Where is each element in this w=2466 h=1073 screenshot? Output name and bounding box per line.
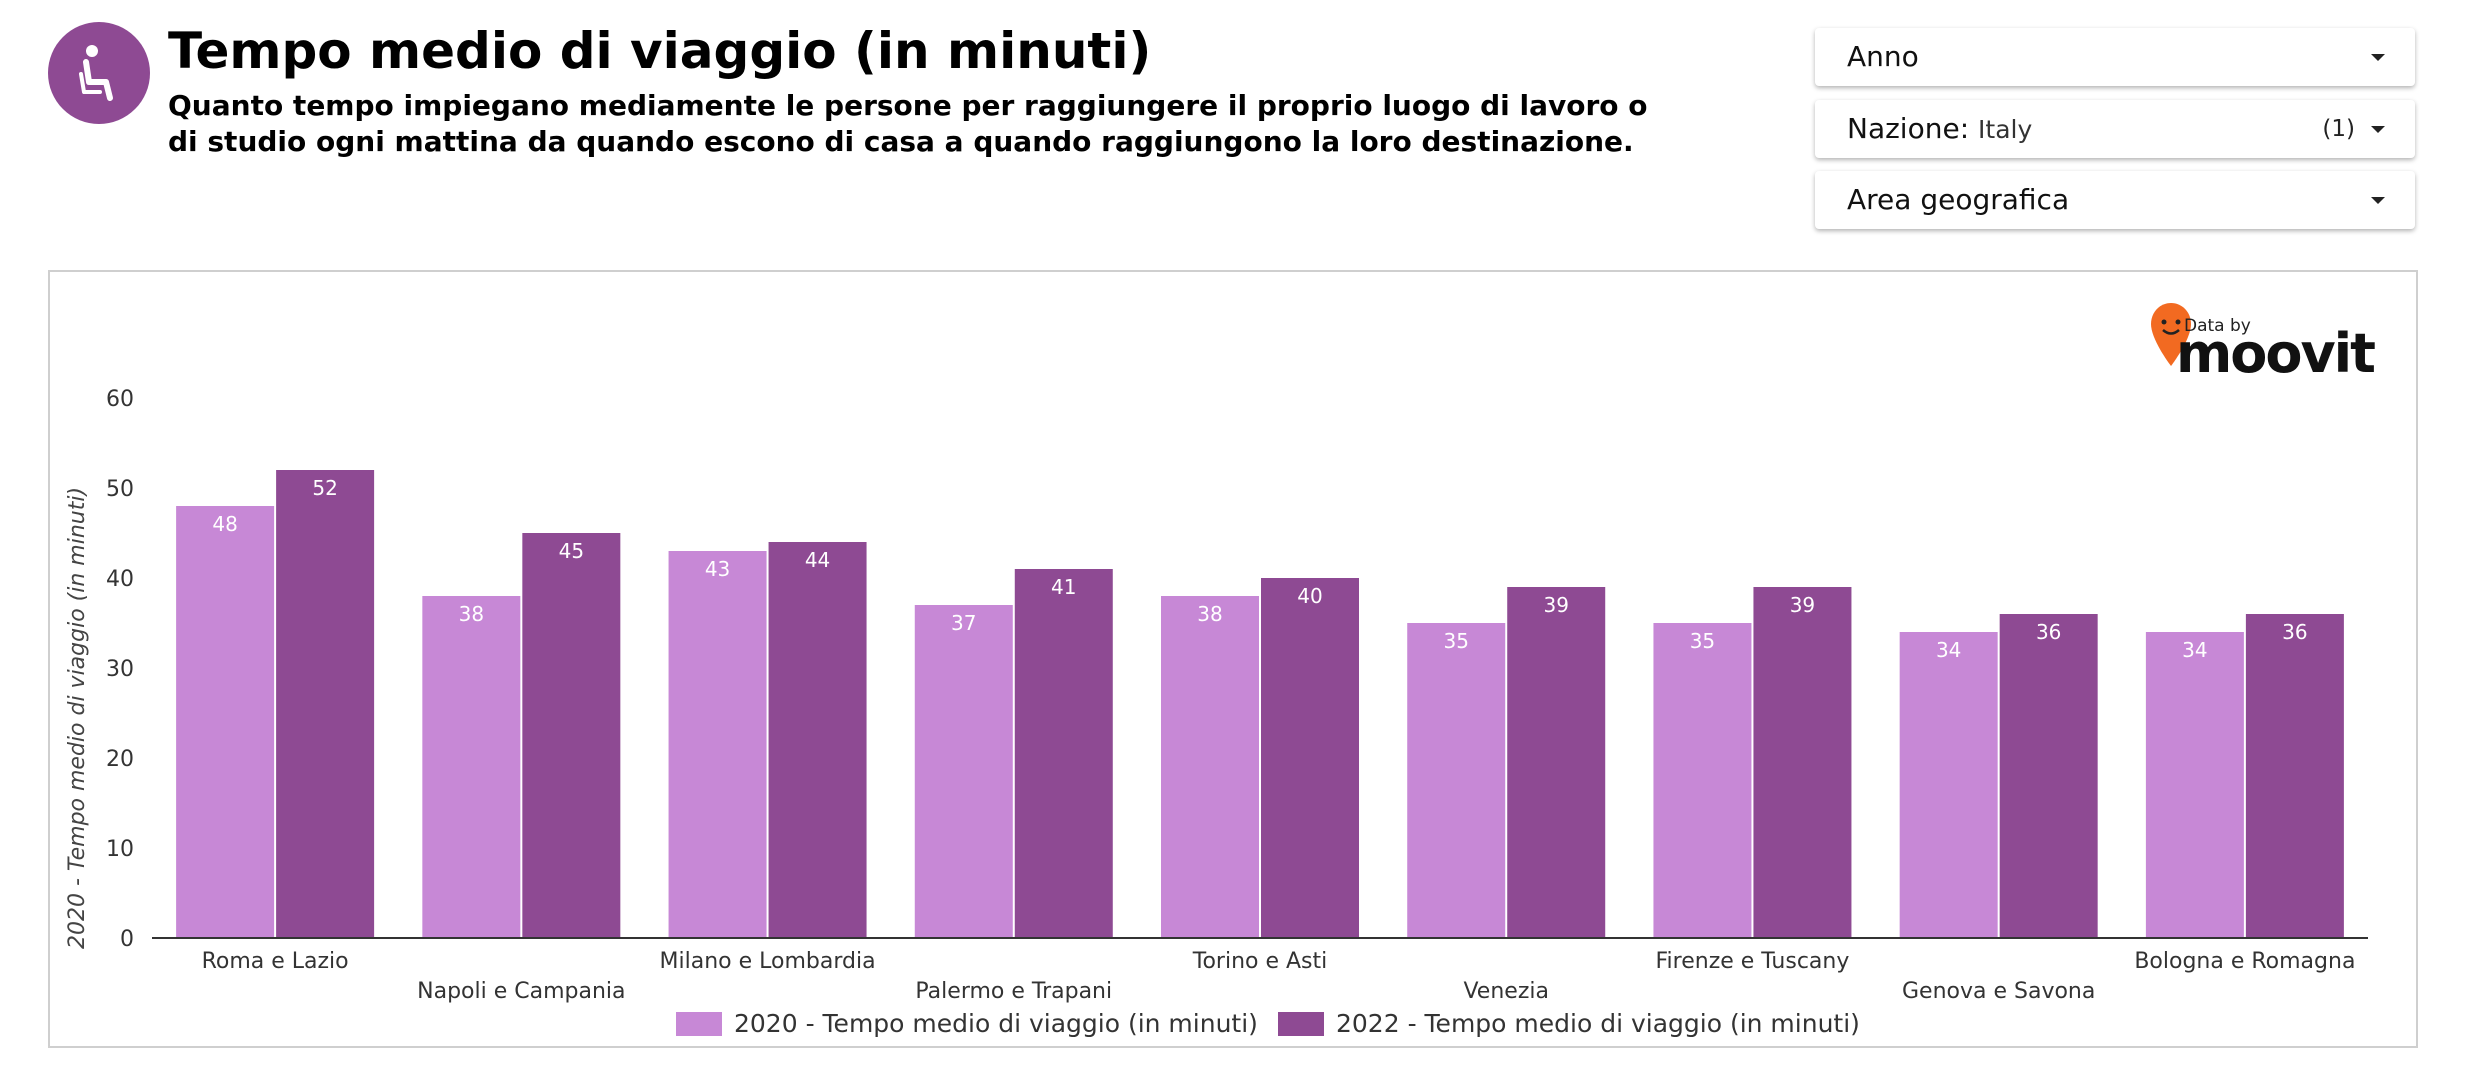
legend-swatch xyxy=(676,1012,722,1036)
bar[interactable] xyxy=(1653,623,1752,938)
y-axis-label: 2020 - Tempo medio di viaggio (in minuti… xyxy=(65,487,90,949)
x-axis: Roma e Lazio Napoli e Campania Milano e Lo… xyxy=(202,949,2356,1004)
filter-nazione-label: Nazione: Italy xyxy=(1847,112,2033,145)
legend-entry[interactable]: 2020 - Tempo medio di viaggio (in minuti… xyxy=(734,1009,1258,1038)
legend: 2020 - Tempo medio di viaggio (in minuti… xyxy=(676,1009,1860,1038)
data-label: 41 xyxy=(1051,575,1076,599)
bar[interactable] xyxy=(1261,578,1359,938)
bar[interactable] xyxy=(768,542,867,938)
x-tick-label: Bologna e Romagna xyxy=(2134,949,2355,974)
x-tick-label: Firenze e Tuscany xyxy=(1656,949,1850,974)
bar[interactable] xyxy=(914,605,1013,938)
data-label: 37 xyxy=(951,611,976,635)
y-tick-label: 20 xyxy=(106,747,134,772)
x-tick-label: Napoli e Campania xyxy=(417,979,625,1004)
bar[interactable] xyxy=(176,506,275,938)
bar[interactable] xyxy=(1507,587,1606,938)
y-tick-label: 60 xyxy=(106,387,134,412)
x-tick-label: Palermo e Trapani xyxy=(915,979,1112,1004)
data-label: 35 xyxy=(1690,629,1715,653)
y-tick-label: 0 xyxy=(120,927,134,952)
chevron-down-icon xyxy=(2371,54,2385,61)
data-label: 34 xyxy=(2182,638,2207,662)
data-label: 35 xyxy=(1443,629,1468,653)
chevron-down-icon xyxy=(2371,126,2385,133)
x-tick-label: Venezia xyxy=(1463,979,1549,1004)
bar[interactable] xyxy=(2245,614,2344,938)
y-tick-label: 10 xyxy=(106,837,134,862)
filter-area-label: Area geografica xyxy=(1847,183,2070,216)
page-subtitle: Quanto tempo impiegano mediamente le per… xyxy=(168,89,1648,158)
filter-nazione-name: Nazione xyxy=(1847,112,1960,145)
seated-passenger-icon xyxy=(48,22,150,124)
chart-frame xyxy=(48,270,2418,1048)
data-label: 39 xyxy=(1790,593,1815,617)
data-label: 39 xyxy=(1543,593,1568,617)
x-tick-label: Torino e Asti xyxy=(1192,949,1328,974)
bar[interactable] xyxy=(1899,632,1998,938)
bar[interactable] xyxy=(1753,587,1852,938)
bar[interactable] xyxy=(276,470,375,938)
bars: 48 52 38 45 43 44 37 41 38 40 35 39 35 39 34 36 34 36 xyxy=(176,470,2344,938)
bar[interactable] xyxy=(1014,569,1113,938)
page-title: Tempo medio di viaggio (in minuti) xyxy=(168,22,1152,80)
y-tick-label: 40 xyxy=(106,567,134,592)
filter-anno-label: Anno xyxy=(1847,40,1919,73)
moovit-logo: Data by moovit xyxy=(2151,303,2377,385)
y-axis: 0 10 20 30 40 50 60 xyxy=(106,387,134,952)
data-label: 43 xyxy=(705,557,730,581)
data-label: 38 xyxy=(459,602,484,626)
data-label: 40 xyxy=(1297,584,1322,608)
bar[interactable] xyxy=(1407,623,1506,938)
data-label: 45 xyxy=(559,539,584,563)
filter-nazione-count: (1) xyxy=(2322,116,2355,142)
data-label: 34 xyxy=(1936,638,1961,662)
data-label: 36 xyxy=(2036,620,2061,644)
x-tick-label: Genova e Savona xyxy=(1902,979,2095,1004)
bar[interactable] xyxy=(522,533,621,938)
chevron-down-icon xyxy=(2371,197,2385,204)
bar[interactable] xyxy=(2145,632,2244,938)
legend-entry[interactable]: 2022 - Tempo medio di viaggio (in minuti… xyxy=(1336,1009,1860,1038)
bar[interactable] xyxy=(668,551,767,938)
data-by-label: Data by xyxy=(2184,316,2251,336)
x-tick-label: Roma e Lazio xyxy=(202,949,349,974)
bar[interactable] xyxy=(1999,614,2098,938)
legend-swatch xyxy=(1278,1012,1324,1036)
bar[interactable] xyxy=(422,596,521,938)
data-label: 44 xyxy=(805,548,830,572)
y-tick-label: 50 xyxy=(106,477,134,502)
filter-nazione[interactable]: Nazione: Italy (1) xyxy=(1815,100,2415,158)
brand-name: moovit xyxy=(2176,322,2375,385)
y-tick-label: 30 xyxy=(106,657,134,682)
data-label: 38 xyxy=(1197,602,1222,626)
bar[interactable] xyxy=(1161,596,1259,938)
filter-anno[interactable]: Anno xyxy=(1815,28,2415,86)
data-label: 36 xyxy=(2282,620,2307,644)
data-label: 48 xyxy=(212,512,237,536)
filter-nazione-value: Italy xyxy=(1978,115,2033,144)
filter-area[interactable]: Area geografica xyxy=(1815,171,2415,229)
data-label: 52 xyxy=(312,476,337,500)
x-tick-label: Milano e Lombardia xyxy=(660,949,876,974)
